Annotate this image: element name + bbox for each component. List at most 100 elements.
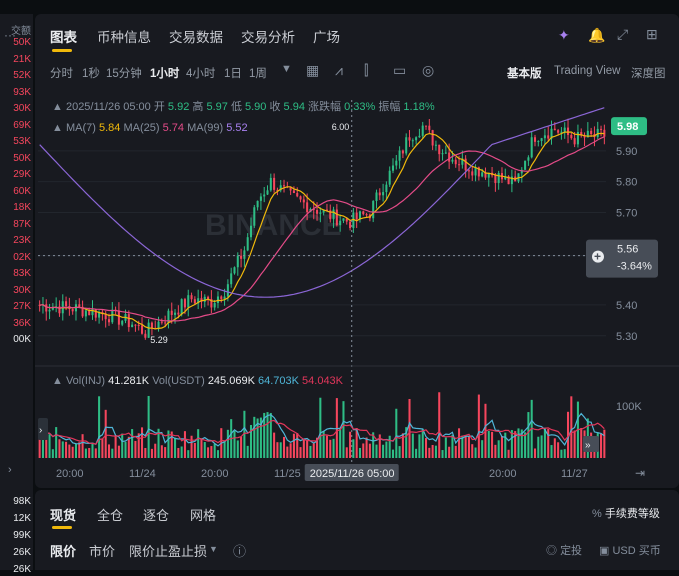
volume-bar: [524, 432, 527, 458]
tab-chart[interactable]: 图表: [50, 30, 77, 45]
chevron-right-icon[interactable]: ›: [8, 464, 12, 476]
ai-sparkle-icon[interactable]: ✦: [558, 27, 570, 43]
volume-bar: [65, 441, 68, 458]
order-stop-limit[interactable]: 限价止盈止损: [129, 544, 208, 559]
volume-bar: [339, 428, 342, 458]
tab-cross[interactable]: 全仓: [97, 508, 124, 523]
candle-body: [520, 169, 523, 174]
collapse-icon[interactable]: ▲: [52, 101, 63, 113]
bell-icon[interactable]: 🔔: [588, 27, 606, 43]
interval-timeline[interactable]: 分时: [50, 68, 73, 80]
candle-body: [375, 192, 378, 202]
left-col-row: 50K: [13, 37, 31, 48]
dca-button[interactable]: ◎ 定投: [546, 545, 583, 557]
order-type-dropdown-icon[interactable]: ▼: [209, 544, 218, 554]
candle-body: [497, 173, 500, 184]
volume-bar: [117, 445, 120, 458]
volume-bar: [603, 429, 606, 458]
order-limit[interactable]: 限价: [50, 544, 77, 559]
volume-bar: [497, 440, 500, 458]
tab-grid[interactable]: 网格: [190, 508, 217, 523]
tab-trade-analysis[interactable]: 交易分析: [241, 30, 295, 45]
volume-bar: [398, 446, 401, 458]
grid-layout-icon[interactable]: ⊞: [646, 26, 658, 42]
volume-bar: [378, 434, 381, 458]
volume-bar: [131, 429, 134, 458]
double-chevron-right-icon: »: [585, 440, 591, 451]
fee-level-link[interactable]: % 手续费等级: [592, 508, 660, 520]
order-market[interactable]: 市价: [89, 544, 116, 559]
tab-square[interactable]: 广场: [313, 30, 340, 45]
candle-body: [570, 134, 573, 139]
candle-body: [540, 138, 543, 142]
volume-bar: [593, 449, 596, 458]
tab-coin-info[interactable]: 币种信息: [97, 30, 151, 45]
volume-bar: [111, 448, 114, 458]
candle-body: [391, 165, 395, 171]
interval-15m[interactable]: 15分钟: [106, 68, 142, 80]
candle-body: [302, 199, 305, 203]
interval-4h[interactable]: 4小时: [186, 68, 216, 80]
volume-bar: [557, 442, 560, 458]
interval-1h[interactable]: 1小时: [150, 68, 180, 80]
candle-body: [547, 135, 550, 139]
volume-bar: [500, 436, 504, 458]
candle-body: [104, 313, 107, 320]
volume-bar: [249, 425, 253, 458]
volume-bar: [193, 442, 196, 458]
volume-bar: [325, 435, 328, 458]
view-tradingview[interactable]: Trading View: [554, 65, 621, 77]
tab-isolated[interactable]: 逐仓: [143, 508, 170, 523]
candle-body: [240, 255, 243, 259]
volume-bar: [289, 443, 292, 458]
candle-body: [382, 192, 385, 196]
candle-body: [362, 211, 365, 215]
volume-bar: [243, 410, 246, 458]
volume-bar: [487, 430, 490, 458]
interval-1d[interactable]: 1日: [224, 68, 242, 80]
kline-chart[interactable]: BINANCE 5.29 6.00 5.90 5.80 5.70 5.40 5.30 5.98 5…: [35, 90, 679, 490]
candle-body: [600, 128, 603, 130]
volume-bar: [180, 446, 183, 458]
volume-bar: [411, 433, 414, 458]
left-col-row: 36K: [13, 317, 31, 329]
volume-bar: [269, 412, 272, 458]
candle-body: [467, 170, 470, 172]
candles-icon[interactable]: ⫿: [364, 62, 369, 78]
add-alert-icon: [592, 250, 604, 263]
view-depth[interactable]: 深度图: [631, 68, 666, 80]
settings-icon[interactable]: ◎: [422, 62, 435, 78]
left-col-row: 50K: [13, 152, 31, 164]
volume-bar: [233, 430, 236, 458]
volume-bar: [94, 448, 97, 458]
ma99-line: [39, 107, 605, 298]
volume-bar: [292, 433, 295, 458]
tab-spot[interactable]: 现货: [50, 508, 77, 523]
volume-bar: [282, 436, 286, 458]
volume-bar: [349, 431, 352, 458]
more-icon[interactable]: ···: [4, 28, 16, 42]
time-label: 11/27: [561, 468, 588, 480]
info-icon[interactable]: ⓘ: [233, 544, 247, 559]
calendar-icon[interactable]: ▦: [306, 62, 320, 78]
candle-body: [65, 301, 68, 307]
vol-tick: 100K: [616, 401, 642, 413]
indicators-icon[interactable]: ▭: [393, 62, 407, 78]
left-col-row: 83K: [13, 268, 31, 279]
buy-crypto-button[interactable]: ▣ USD 买币: [599, 545, 661, 557]
expand-icon[interactable]: ⤢: [617, 26, 629, 42]
order-panel: [35, 490, 679, 570]
candle-body: [395, 160, 398, 166]
percent-icon: %: [592, 508, 602, 520]
interval-1w[interactable]: 1周: [249, 68, 267, 80]
view-basic[interactable]: 基本版: [507, 68, 542, 80]
interval-1s[interactable]: 1秒: [82, 68, 100, 80]
candle-body: [424, 125, 428, 127]
volume-bar: [190, 435, 193, 458]
line-chart-icon[interactable]: ⩘: [335, 62, 343, 78]
interval-dropdown-icon[interactable]: ▼: [281, 63, 292, 75]
ohlc-line: ▲ 2025/11/26 05:00 开 5.92 高 5.97 低 5.90 …: [52, 101, 435, 113]
left-col-row: 02K: [13, 251, 31, 263]
tab-trade-data[interactable]: 交易数据: [169, 30, 223, 45]
candle-body: [292, 190, 295, 194]
